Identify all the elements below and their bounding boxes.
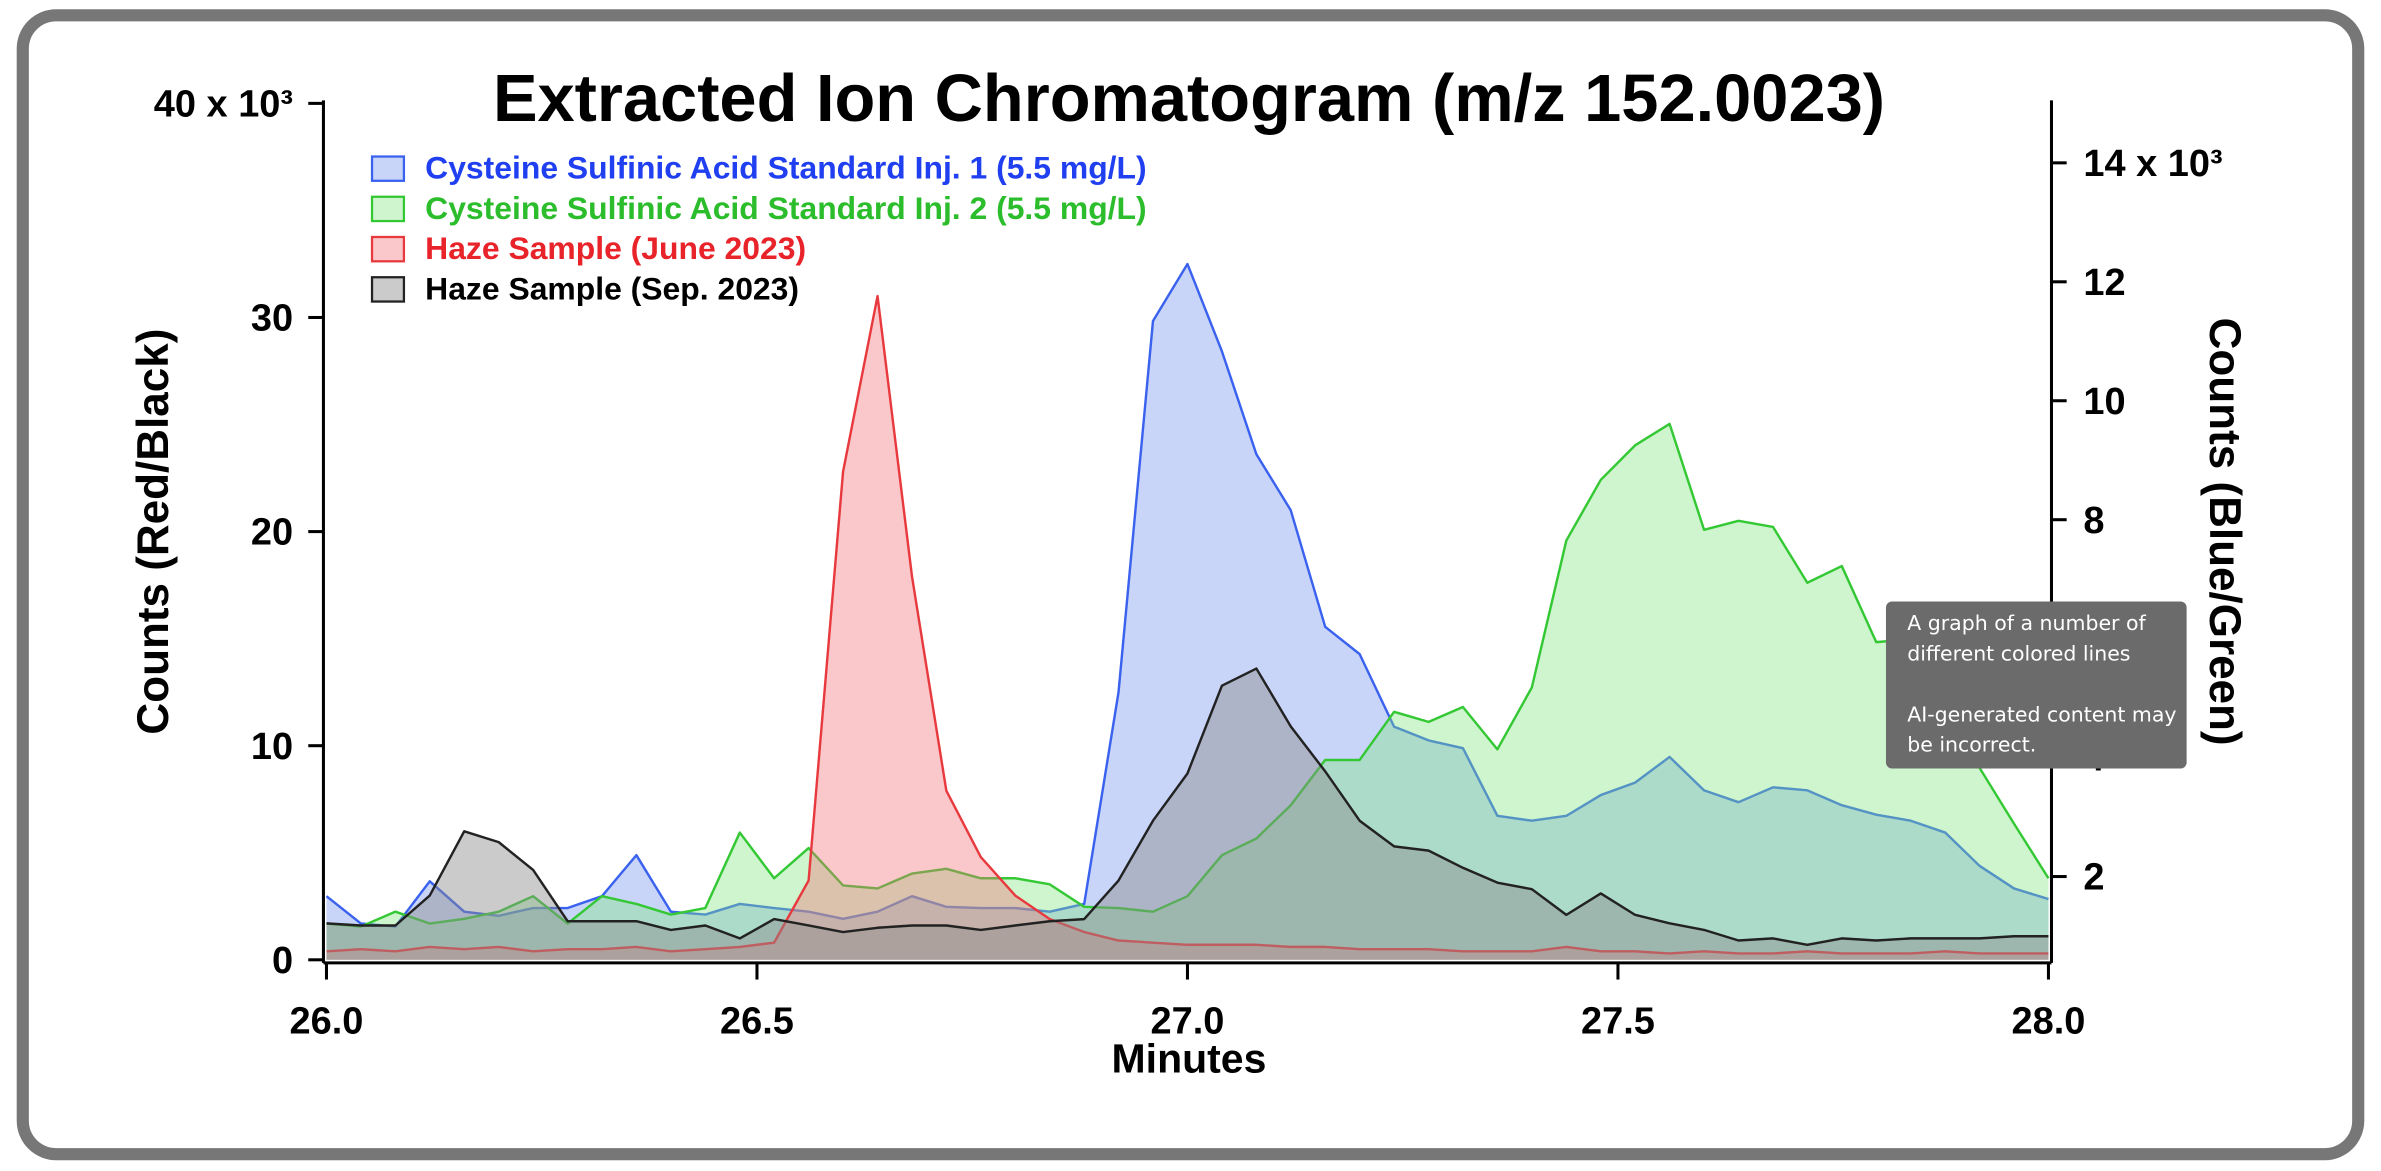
y-tick-label: 30 <box>251 298 293 340</box>
legend-label: Cysteine Sulfinic Acid Standard Inj. 1 (… <box>425 150 1146 186</box>
tooltip-box <box>1885 601 2187 769</box>
series-line <box>325 262 2049 928</box>
series-area <box>326 423 2049 960</box>
series-line <box>326 667 2049 946</box>
x-tick-label: 26.0 <box>290 1001 364 1043</box>
y-axis-title: Counts (Red/Black) <box>129 329 178 735</box>
series-line <box>326 294 2049 955</box>
legend-label: Cysteine Sulfinic Acid Standard Inj. 2 (… <box>425 190 1146 226</box>
y-tick-label: 10 <box>251 726 293 768</box>
series-area <box>326 668 2049 960</box>
x-axis-title: Minutes <box>1112 1035 1267 1081</box>
frame <box>16 9 2365 1161</box>
y-tick-label: 40 x 10³ <box>154 83 293 125</box>
x-tick-label: 28.0 <box>2012 1001 2086 1043</box>
x-tick-label: 26.5 <box>720 1001 794 1043</box>
y2-tick-label: 10 <box>2083 381 2125 423</box>
x-tick-label: 27.0 <box>1151 1001 1225 1043</box>
series-area <box>326 264 2049 960</box>
y2-axis-title: Counts (Blue/Green) <box>2200 318 2249 746</box>
tooltip-text: be incorrect. <box>1907 733 2036 757</box>
legend-swatch <box>370 235 406 263</box>
x-tick-label: 27.5 <box>1581 1001 1655 1043</box>
legend-label: Haze Sample (June 2023) <box>425 230 806 266</box>
y-tick-label: 0 <box>272 940 293 982</box>
legend-swatch <box>370 195 406 223</box>
legend-label: Haze Sample (Sep. 2023) <box>425 270 799 306</box>
y-tick-label: 20 <box>251 512 293 554</box>
y2-tick-label: 8 <box>2083 500 2104 542</box>
tooltip: A graph of a number of different colored … <box>1885 601 2187 769</box>
plot-area <box>325 262 2050 960</box>
legend-swatch <box>370 276 406 303</box>
tooltip-text: AI-generated content may <box>1907 702 2176 726</box>
series-line <box>326 422 2050 928</box>
y2-tick-label: 12 <box>2083 262 2125 304</box>
legend: Cysteine Sulfinic Acid Standard Inj. 1 (… <box>370 150 1147 306</box>
tooltip-text: different colored lines <box>1907 642 2130 666</box>
y2-tick-label: 14 x 10³ <box>2083 143 2222 185</box>
legend-swatch <box>370 155 406 182</box>
y2-tick-label: 2 <box>2083 857 2104 899</box>
chart-title: Extracted Ion Chromatogram (m/z 152.0023… <box>493 62 1885 136</box>
tooltip-text: A graph of a number of <box>1907 611 2146 635</box>
